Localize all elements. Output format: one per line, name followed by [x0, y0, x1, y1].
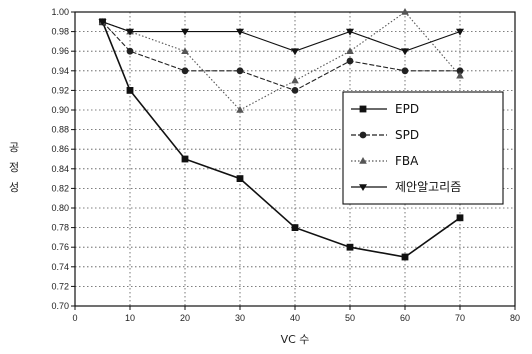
legend-marker	[359, 184, 367, 191]
series-line	[101, 21, 461, 258]
data-point	[291, 48, 299, 56]
series-0	[99, 18, 464, 261]
legend-label: 제안알고리즘	[395, 180, 461, 194]
y-tick-label: 0.92	[51, 85, 69, 95]
x-tick-label: 40	[290, 313, 300, 323]
data-point	[346, 243, 354, 251]
y-tick-label: 0.96	[51, 46, 69, 56]
y-tick-label: 0.80	[51, 203, 69, 213]
data-point	[181, 155, 189, 163]
y-tick-label: 0.86	[51, 144, 69, 154]
series-1	[99, 18, 464, 94]
x-tick-label: 60	[400, 313, 410, 323]
data-point	[456, 71, 464, 79]
y-axis-label-char: 정	[9, 161, 19, 174]
x-axis-label: VC 수	[281, 333, 310, 346]
data-point	[181, 28, 189, 36]
x-tick-label: 80	[510, 313, 520, 323]
legend-marker	[359, 105, 367, 113]
data-point	[401, 253, 409, 261]
y-tick-label: 0.70	[51, 301, 69, 311]
series-line	[102, 21, 461, 52]
y-tick-label: 0.74	[51, 262, 69, 272]
data-point	[346, 28, 354, 36]
series-2	[98, 8, 464, 113]
data-point	[98, 19, 107, 26]
y-tick-label: 0.94	[51, 66, 69, 76]
y-axis-label: 공정성	[9, 141, 19, 194]
data-point	[346, 47, 354, 54]
x-tick-label: 20	[180, 313, 190, 323]
data-point	[401, 8, 409, 15]
x-tick-label: 50	[345, 313, 355, 323]
series-line	[102, 11, 461, 111]
data-point	[456, 28, 464, 36]
legend: EPD SPD FBA 제안알고리즘	[342, 91, 504, 205]
data-point	[401, 67, 409, 75]
data-point	[126, 47, 134, 55]
legend-label: SPD	[395, 128, 419, 142]
data-point	[181, 67, 189, 75]
y-tick-label: 0.82	[51, 183, 69, 193]
y-axis-label-char: 성	[9, 181, 19, 194]
data-point	[181, 47, 189, 54]
data-point	[401, 48, 409, 56]
data-point	[456, 67, 464, 75]
x-tick-label: 0	[72, 313, 77, 323]
y-tick-label: 0.98	[51, 27, 69, 37]
data-point	[236, 67, 244, 75]
y-tick-label: 0.88	[51, 125, 69, 135]
x-tick-label: 10	[125, 313, 135, 323]
y-tick-label: 0.90	[51, 105, 69, 115]
y-tick-label: 0.72	[51, 281, 69, 291]
y-tick-label: 1.00	[51, 7, 69, 17]
data-point	[236, 175, 244, 182]
data-point	[126, 87, 134, 94]
data-point	[291, 87, 299, 94]
legend-box	[342, 91, 504, 205]
data-point	[346, 57, 354, 65]
y-tick-label: 0.84	[51, 164, 69, 174]
x-tick-label: 30	[235, 313, 245, 323]
legend-marker	[359, 131, 367, 139]
legend-marker	[359, 157, 367, 164]
data-point	[236, 28, 244, 36]
series-line	[102, 21, 460, 91]
data-point	[291, 224, 299, 231]
data-point	[236, 106, 244, 113]
series-lines	[98, 8, 464, 261]
data-point	[291, 76, 299, 84]
legend-label: EPD	[395, 102, 419, 116]
legend-label: FBA	[395, 154, 419, 168]
data-point	[126, 28, 134, 36]
y-tick-label: 0.76	[51, 242, 69, 252]
axes: 0 10 20 30 40 50 60 70 80 0.70 0.72 0.74 0.76 0.78 0.8…	[51, 7, 520, 323]
series-3	[98, 19, 464, 56]
data-point	[456, 214, 464, 222]
x-tick-label: 70	[455, 313, 465, 323]
y-axis-label-char: 공	[9, 141, 19, 154]
y-tick-label: 0.78	[51, 223, 69, 233]
